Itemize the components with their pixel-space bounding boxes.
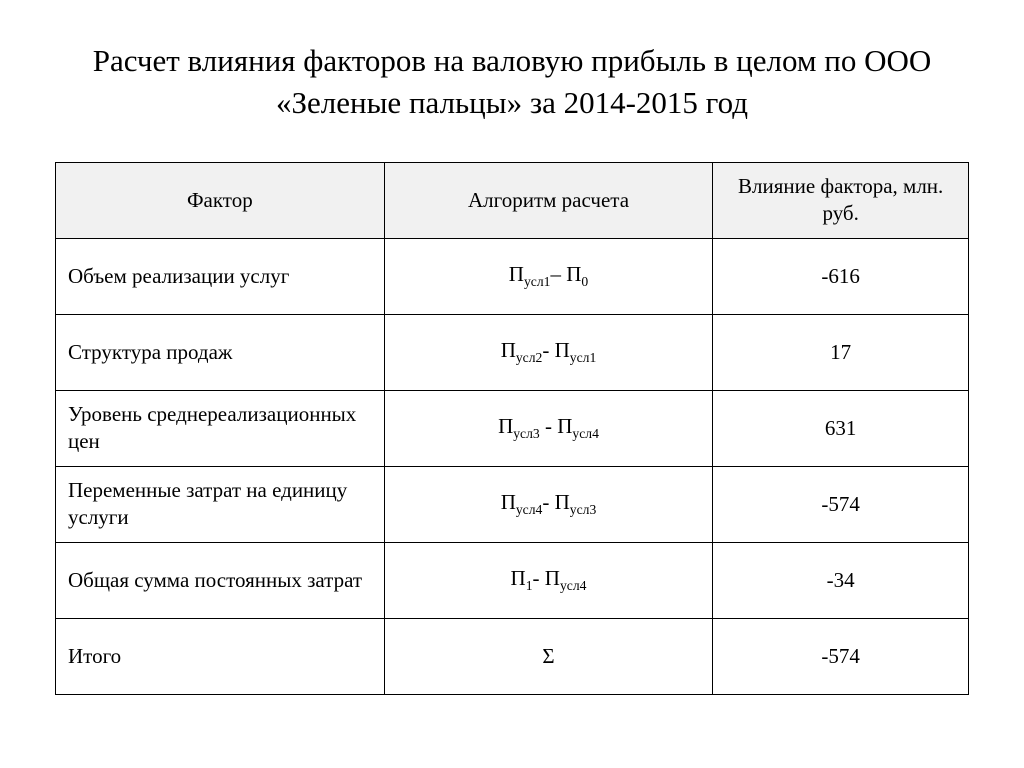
formula-cell: Пусл1– П0 — [384, 238, 713, 314]
col-header-algorithm: Алгоритм расчета — [384, 162, 713, 238]
table-body: Объем реализации услуг Пусл1– П0 -616 Ст… — [56, 238, 969, 694]
table-row: Уровень среднереализационных цен Пусл3 -… — [56, 390, 969, 466]
table-row: Структура продаж Пусл2- Пусл1 17 — [56, 314, 969, 390]
formula-cell: Пусл4- Пусл3 — [384, 466, 713, 542]
formula-cell: Пусл3 - Пусл4 — [384, 390, 713, 466]
factor-cell: Объем реализации услуг — [56, 238, 385, 314]
formula-cell: Σ — [384, 618, 713, 694]
table-row: Итого Σ -574 — [56, 618, 969, 694]
formula-cell: П1- Пусл4 — [384, 542, 713, 618]
page-title: Расчет влияния факторов на валовую прибы… — [55, 40, 969, 124]
value-cell: -616 — [713, 238, 969, 314]
value-cell: 631 — [713, 390, 969, 466]
factor-cell: Структура продаж — [56, 314, 385, 390]
factor-cell: Итого — [56, 618, 385, 694]
table-row: Объем реализации услуг Пусл1– П0 -616 — [56, 238, 969, 314]
value-cell: -574 — [713, 618, 969, 694]
col-header-value: Влияние фактора, млн. руб. — [713, 162, 969, 238]
formula-cell: Пусл2- Пусл1 — [384, 314, 713, 390]
factor-cell: Переменные затрат на единицу услуги — [56, 466, 385, 542]
factor-cell: Общая сумма постоянных затрат — [56, 542, 385, 618]
table-header-row: Фактор Алгоритм расчета Влияние фактора,… — [56, 162, 969, 238]
factor-table: Фактор Алгоритм расчета Влияние фактора,… — [55, 162, 969, 695]
value-cell: -34 — [713, 542, 969, 618]
value-cell: -574 — [713, 466, 969, 542]
factor-cell: Уровень среднереализационных цен — [56, 390, 385, 466]
table-row: Общая сумма постоянных затрат П1- Пусл4 … — [56, 542, 969, 618]
table-row: Переменные затрат на единицу услуги Пусл… — [56, 466, 969, 542]
value-cell: 17 — [713, 314, 969, 390]
col-header-factor: Фактор — [56, 162, 385, 238]
